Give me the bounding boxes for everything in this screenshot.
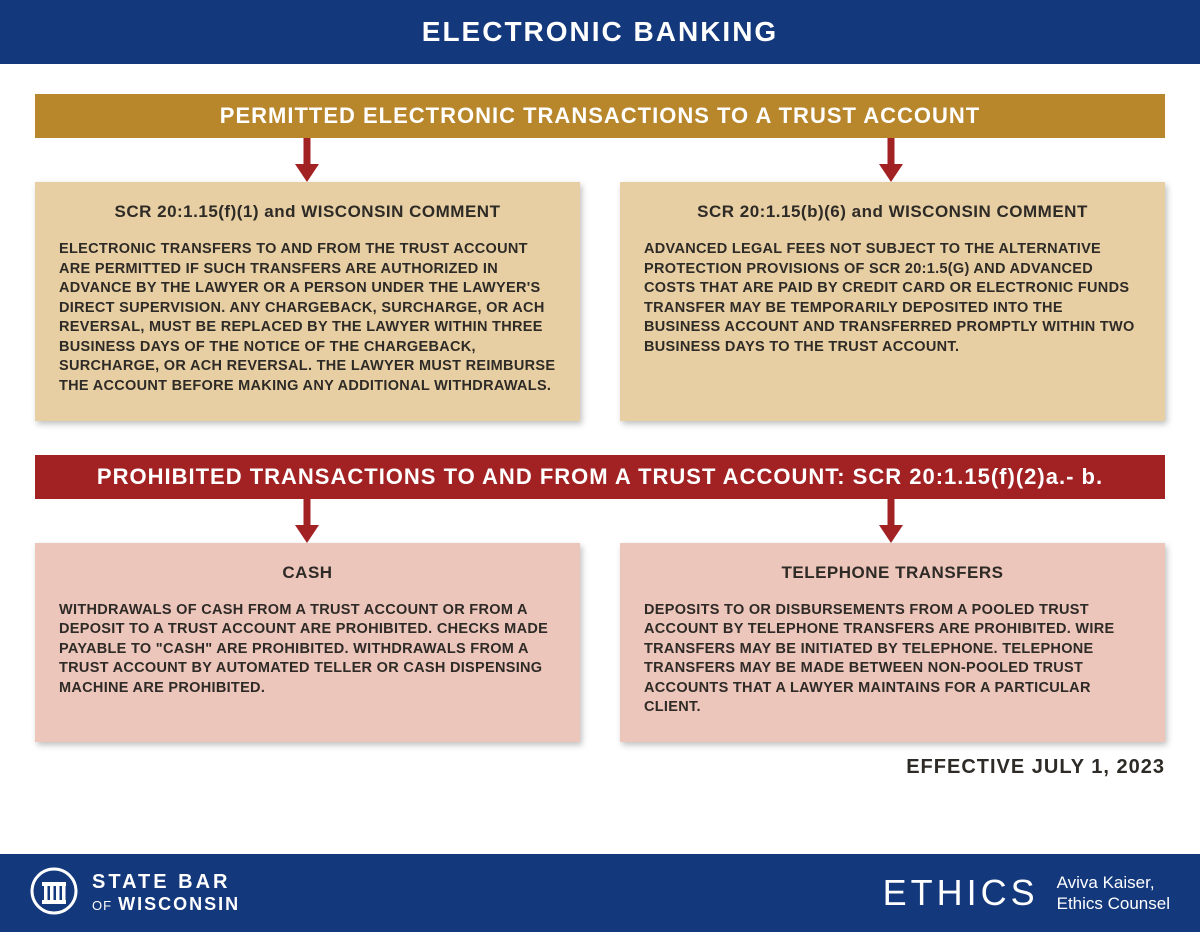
permitted-box-1: SCR 20:1.15(f)(1) and WISCONSIN COMMENT … bbox=[35, 182, 580, 421]
prohibited-box-telephone: TELEPHONE TRANSFERS Deposits to or disbu… bbox=[620, 543, 1165, 742]
state-bar-logo-icon bbox=[30, 867, 78, 920]
ethics-label: ETHICS bbox=[883, 872, 1039, 914]
permitted-bar-label: PERMITTED ELECTRONIC TRANSACTIONS TO A T… bbox=[220, 103, 980, 129]
box-title: CASH bbox=[59, 563, 556, 583]
permitted-arrows-row bbox=[35, 138, 1165, 182]
counsel-title: Ethics Counsel bbox=[1057, 893, 1170, 914]
counsel-name: Aviva Kaiser, bbox=[1057, 872, 1170, 893]
down-arrow-icon bbox=[877, 138, 905, 182]
down-arrow-icon bbox=[293, 138, 321, 182]
org-name: STATE BAR OF WISCONSIN bbox=[92, 871, 240, 915]
org-line1: STATE BAR bbox=[92, 871, 240, 894]
prohibited-box-cash: CASH Withdrawals of cash from a trust ac… bbox=[35, 543, 580, 742]
down-arrow-icon bbox=[293, 499, 321, 543]
box-title: SCR 20:1.15(b)(6) and WISCONSIN COMMENT bbox=[644, 202, 1141, 222]
permitted-box-2: SCR 20:1.15(b)(6) and WISCONSIN COMMENT … bbox=[620, 182, 1165, 421]
prohibited-section-bar: PROHIBITED TRANSACTIONS TO AND FROM A TR… bbox=[35, 455, 1165, 499]
prohibited-boxes-row: CASH Withdrawals of cash from a trust ac… bbox=[35, 543, 1165, 742]
footer-bar: STATE BAR OF WISCONSIN ETHICS Aviva Kais… bbox=[0, 854, 1200, 932]
box-body: Deposits to or disbursements from a pool… bbox=[644, 601, 1141, 718]
effective-date: EFFECTIVE JULY 1, 2023 bbox=[0, 742, 1200, 789]
box-title: SCR 20:1.15(f)(1) and WISCONSIN COMMENT bbox=[59, 202, 556, 222]
box-title: TELEPHONE TRANSFERS bbox=[644, 563, 1141, 583]
org-wisconsin: WISCONSIN bbox=[118, 894, 240, 914]
box-body: Withdrawals of cash from a trust account… bbox=[59, 601, 556, 699]
content-area: PERMITTED ELECTRONIC TRANSACTIONS TO A T… bbox=[0, 64, 1200, 742]
counsel-block: Aviva Kaiser, Ethics Counsel bbox=[1057, 872, 1170, 915]
page-title: ELECTRONIC BANKING bbox=[422, 16, 778, 48]
permitted-boxes-row: SCR 20:1.15(f)(1) and WISCONSIN COMMENT … bbox=[35, 182, 1165, 421]
org-of: OF bbox=[92, 898, 112, 913]
org-line2: OF WISCONSIN bbox=[92, 894, 240, 915]
footer-ethics: ETHICS Aviva Kaiser, Ethics Counsel bbox=[883, 872, 1170, 915]
permitted-section-bar: PERMITTED ELECTRONIC TRANSACTIONS TO A T… bbox=[35, 94, 1165, 138]
header-bar: ELECTRONIC BANKING bbox=[0, 0, 1200, 64]
prohibited-bar-label: PROHIBITED TRANSACTIONS TO AND FROM A TR… bbox=[97, 464, 1103, 490]
prohibited-arrows-row bbox=[35, 499, 1165, 543]
box-body: Advanced legal fees not subject to the a… bbox=[644, 240, 1141, 357]
box-body: Electronic transfers to and from the tru… bbox=[59, 240, 556, 397]
footer-org: STATE BAR OF WISCONSIN bbox=[30, 867, 240, 920]
down-arrow-icon bbox=[877, 499, 905, 543]
